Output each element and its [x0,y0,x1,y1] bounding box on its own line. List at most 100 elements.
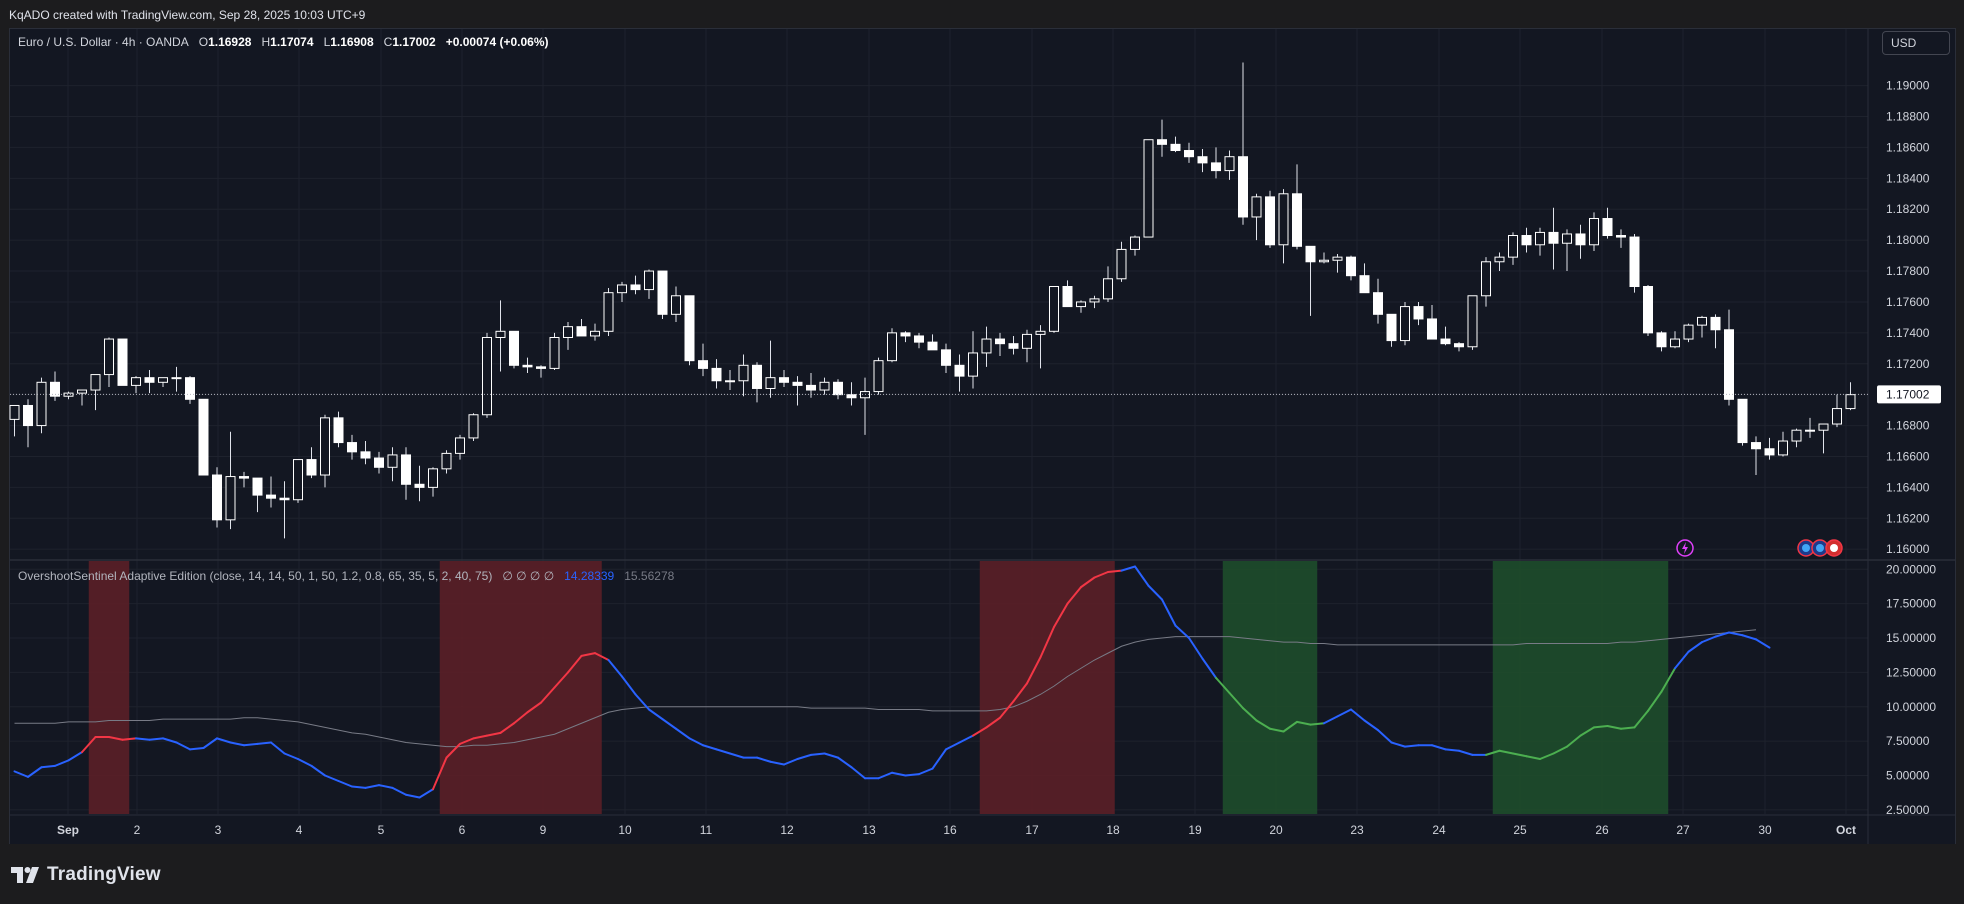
candle-body-down [1710,316,1721,331]
candle-body-up [819,381,830,391]
candle-body-up [1116,248,1127,280]
candle-body-down [752,364,762,389]
tradingview-brand: TradingView [47,864,161,885]
indicator-segment [135,737,151,741]
candle-body-down [1265,196,1275,246]
symbol-name[interactable]: Euro / U.S. Dollar · 4h · OANDA [18,35,189,49]
candle-body-down [1440,338,1451,345]
time-tick-label: Sep [57,823,79,837]
candle-body-up [482,336,492,416]
symbol-legend[interactable]: Euro / U.S. Dollar · 4h · OANDA O1.16928… [18,35,548,49]
candle-body-down [833,381,843,396]
candle-body-down [927,341,938,351]
price-tick-label: 1.17400 [1886,326,1930,340]
candle-body-down [914,335,924,343]
candle-body-up [1224,156,1235,172]
indicator-segment [810,752,826,756]
time-tick-label: 18 [1106,823,1120,837]
indicator-segment [499,722,515,734]
candle-body-down [630,284,641,291]
price-tick-label: 1.18200 [1886,202,1930,216]
indicator-segment [310,764,326,777]
indicator-title[interactable]: OvershootSentinel Adaptive Edition (clos… [18,569,493,583]
indicator-segment [999,700,1015,719]
candle [347,434,357,460]
candle-body-up [725,380,735,383]
candle [1548,207,1559,270]
indicator-segment [1552,745,1568,755]
indicator-segment [1255,719,1271,730]
indicator-segment [1714,631,1730,638]
time-tick-label: 13 [862,823,876,837]
candle-body-down [401,454,411,485]
indicator-segment [418,788,434,799]
indicator-segment [1350,708,1366,722]
candle [171,366,182,392]
candle-body-down [360,451,371,459]
high-label: H [261,35,271,49]
candle-body-up [1697,316,1707,326]
baseline-line [14,629,1757,748]
candle-body-down [306,459,317,476]
currency-button[interactable]: USD [1882,31,1950,55]
indicator-segment [337,780,353,788]
candle-body-down [1197,156,1208,164]
close-label: C [383,35,393,49]
candle-body-up [1832,408,1842,425]
candle [1076,300,1086,313]
candle [306,447,317,479]
candle-body-up [36,381,47,427]
candle [1697,315,1707,338]
candle-body-down [1359,275,1370,294]
candle-body-up [563,326,573,338]
indicator-segment [1296,720,1312,726]
candle-body-up [1278,193,1289,246]
indicator-value-baseline: 15.56278 [624,569,675,583]
indicator-segment [1107,569,1123,573]
candle-body-up [1818,423,1829,431]
candle [1818,423,1829,454]
candle-body-up [603,292,614,332]
indicator-segment [1512,752,1528,758]
candle [441,450,452,474]
candle-body-up [1130,236,1140,250]
candle [1062,280,1073,308]
candle [819,377,830,395]
candle [509,330,519,369]
tradingview-logo[interactable]: TradingView [11,864,161,886]
indicator-legend[interactable]: OvershootSentinel Adaptive Edition (clos… [18,569,674,583]
candle [144,369,155,394]
candle-body-up [293,459,303,501]
indicator-segment [1363,719,1379,732]
candle-body-up [1562,233,1572,244]
candle [1575,224,1586,259]
candle [1751,436,1761,476]
candle [1305,245,1316,316]
candle [698,343,708,377]
candle-body-up [104,338,114,376]
candle-body-up [1589,218,1599,246]
candle [360,441,371,465]
candle-body-up [1481,261,1491,297]
indicator-segment [324,774,340,782]
candle [671,286,681,323]
candle [1656,331,1667,352]
candle [468,413,479,442]
candle [1764,437,1775,460]
candle-body-up [90,374,101,391]
candle-body-up [1022,333,1032,349]
time-tick-label: 20 [1269,823,1283,837]
candle-body-up [171,377,182,380]
indicator-segment [1309,722,1325,726]
candle [941,343,951,374]
indicator-segment [1674,650,1690,670]
candle-body-down [1521,235,1532,246]
indicator-segment [1647,690,1663,712]
candle-body-up [1076,301,1086,308]
candle-body-down [185,377,195,400]
candle-body-up [1143,139,1154,238]
candle-body-down [1346,256,1356,277]
candle-body-down [806,384,816,391]
candle [914,332,924,349]
